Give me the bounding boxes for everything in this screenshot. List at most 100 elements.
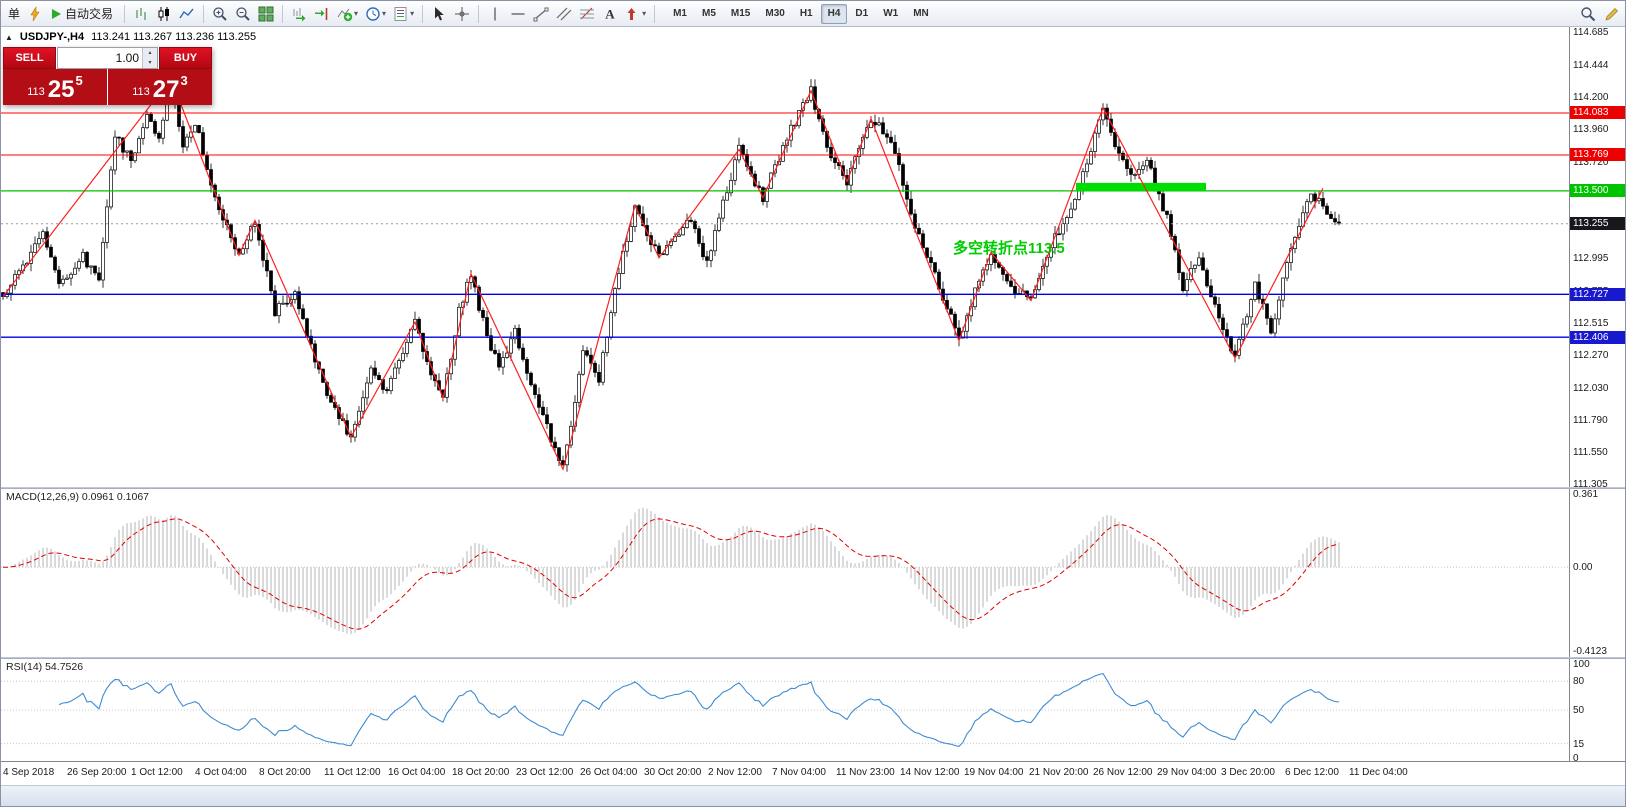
cursor-icon [435, 6, 444, 20]
macd-panel: MACD(12,26,9) 0.0961 0.1067 0.361 0.00 -0.… [1, 489, 1625, 657]
toolbar-separator [422, 4, 424, 23]
timeframe-button-w1[interactable]: W1 [876, 4, 905, 24]
dropdown-caret-icon: ▾ [410, 9, 415, 18]
time-axis-label: 18 Oct 20:00 [452, 767, 510, 778]
templates-icon [394, 6, 407, 21]
panel-separator[interactable] [1, 657, 1625, 659]
toolbar-separator [203, 4, 205, 23]
zoom-out-icon [236, 6, 250, 21]
rsi-label: RSI(14) 54.7526 [6, 661, 84, 673]
volume-field[interactable]: 1.00 ▴ ▾ [57, 47, 158, 69]
horizontal-line-button[interactable] [507, 3, 529, 25]
rsi-axis[interactable]: 100 80 50 15 0 [1569, 659, 1625, 764]
chart-shift-button[interactable] [311, 3, 333, 25]
time-axis-label: 21 Nov 20:00 [1029, 767, 1089, 778]
rsi-axis-label: 80 [1573, 676, 1585, 687]
panel-separator[interactable] [1, 487, 1625, 489]
time-axis-label: 26 Oct 04:00 [580, 767, 638, 778]
time-axis-label: 4 Sep 2018 [3, 767, 55, 778]
macd-axis[interactable]: 0.361 0.00 -0.4123 [1569, 489, 1625, 657]
dropdown-caret-icon: ▾ [354, 9, 359, 18]
chart-canvas[interactable] [1, 27, 1569, 487]
search-button[interactable] [1577, 3, 1599, 25]
time-axis-label: 6 Dec 12:00 [1285, 767, 1339, 778]
symbol-name: USDJPY-,H4 [19, 31, 85, 43]
rsi-axis-label: 0 [1573, 753, 1579, 764]
rsi-canvas[interactable] [1, 659, 1569, 761]
arrows-button[interactable]: ▾ [622, 3, 649, 25]
trendline-button[interactable] [530, 3, 552, 25]
text-label-button[interactable]: A [599, 3, 621, 25]
timeframe-button-m15[interactable]: M15 [724, 4, 757, 24]
sell-price-display[interactable]: 113 25 5 [3, 69, 107, 105]
pencil-icon [1605, 7, 1618, 21]
timeframe-button-h4[interactable]: H4 [820, 3, 848, 24]
rsi-axis-label: 100 [1573, 659, 1590, 670]
periods-clock-icon [366, 6, 380, 21]
ohlc-values: 113.241 113.267 113.236 113.255 [91, 31, 257, 43]
new-order-button[interactable] [24, 3, 46, 25]
timeframe-button-mn[interactable]: MN [906, 4, 936, 24]
autotrading-label: 自动交易 [65, 7, 114, 21]
timeframe-button-d1[interactable]: D1 [848, 4, 875, 24]
time-axis-label: 11 Oct 12:00 [324, 767, 381, 778]
autotrading-button[interactable]: 自动交易 [47, 3, 119, 25]
time-axis-label: 26 Sep 20:00 [67, 767, 127, 778]
sell-button[interactable]: SELL [3, 47, 56, 69]
dropdown-caret-icon: ▾ [642, 9, 647, 18]
fibonacci-button[interactable] [576, 3, 598, 25]
time-axis-label: 30 Oct 20:00 [644, 767, 702, 778]
macd-canvas[interactable] [1, 489, 1569, 657]
zoom-in-icon [213, 6, 227, 21]
buy-button[interactable]: BUY [159, 47, 212, 69]
templates-button[interactable]: ▾ [390, 3, 417, 25]
candlestick-chart-icon [158, 6, 170, 21]
crosshair-icon [455, 6, 470, 21]
vertical-line-icon [494, 7, 496, 20]
price-axis-label: 111.550 [1573, 447, 1608, 458]
time-axis-label: 26 Nov 12:00 [1093, 767, 1153, 778]
time-axis-label: 4 Oct 04:00 [195, 767, 247, 778]
order-button[interactable]: 单 [8, 7, 21, 21]
one-click-trading-panel: SELL 1.00 ▴ ▾ BUY 113 25 5 113 [3, 47, 212, 105]
timeframe-button-m30[interactable]: M30 [758, 4, 791, 24]
cursor-button[interactable] [428, 3, 450, 25]
zoom-out-button[interactable] [232, 3, 254, 25]
price-axis-label: 114.685 [1573, 27, 1609, 38]
tile-windows-button[interactable] [255, 3, 277, 25]
price-axis-label: 111.790 [1573, 415, 1608, 426]
timeframe-button-h1[interactable]: H1 [793, 4, 820, 24]
vertical-line-button[interactable] [484, 3, 506, 25]
crosshair-button[interactable] [451, 3, 473, 25]
volume-increase-button[interactable]: ▴ [143, 48, 157, 58]
symbol-collapse-icon[interactable]: ▲ [5, 32, 13, 42]
text-icon: A [605, 6, 615, 21]
macd-label: MACD(12,26,9) 0.0961 0.1067 [6, 491, 150, 503]
buy-price-display[interactable]: 113 27 3 [108, 69, 212, 105]
indicators-button[interactable]: ▾ [334, 3, 361, 25]
edit-button[interactable] [1601, 3, 1623, 25]
buy-price-point: 3 [180, 73, 188, 88]
rsi-axis-label: 15 [1573, 739, 1585, 750]
new-order-icon [30, 5, 40, 21]
timeframe-button-m5[interactable]: M5 [695, 4, 723, 24]
equidistant-channel-button[interactable] [553, 3, 575, 25]
volume-decrease-button[interactable]: ▾ [143, 58, 157, 68]
macd-axis-label: -0.4123 [1573, 646, 1607, 657]
time-axis-label: 3 Dec 20:00 [1221, 767, 1275, 778]
timeframe-button-m1[interactable]: M1 [666, 4, 694, 24]
time-axis-label: 29 Nov 04:00 [1157, 767, 1217, 778]
candlestick-chart-button[interactable] [153, 3, 175, 25]
periods-button[interactable]: ▾ [362, 3, 389, 25]
toolbar-separator [478, 4, 480, 23]
auto-scroll-button[interactable] [288, 3, 310, 25]
time-axis[interactable]: 4 Sep 2018 26 Sep 20:00 1 Oct 12:00 4 Oct 0… [1, 762, 1625, 785]
zoom-in-button[interactable] [209, 3, 231, 25]
line-chart-button[interactable] [176, 3, 198, 25]
price-tag: 114.083 [1570, 106, 1625, 119]
bars-chart-icon [136, 7, 146, 20]
indicators-add-icon [337, 8, 353, 21]
bars-chart-button[interactable] [130, 3, 152, 25]
price-axis[interactable]: 114.685114.444114.200113.960113.720113.4… [1569, 27, 1625, 490]
